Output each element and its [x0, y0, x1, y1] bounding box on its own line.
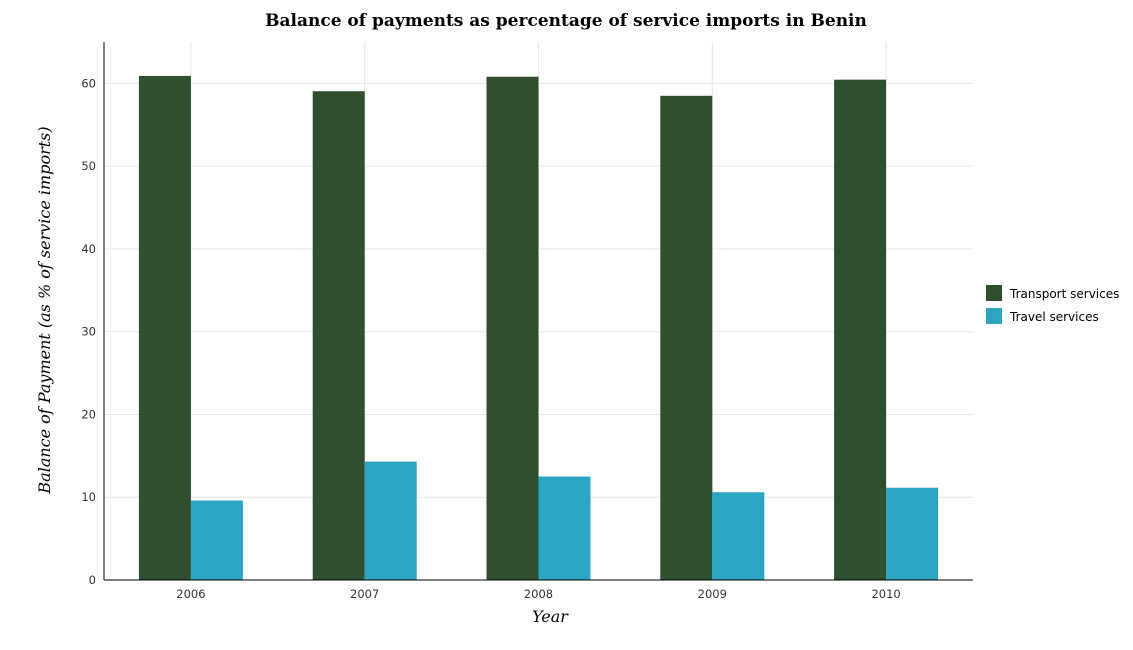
y-tick-label: 20 [81, 407, 96, 421]
x-tick-label: 2007 [350, 587, 379, 601]
y-axis-label: Balance of Payment (as % of service impo… [35, 126, 54, 494]
y-tick-label: 10 [81, 490, 96, 504]
x-axis-label: Year [532, 607, 569, 626]
bar-travel-services-2010 [886, 487, 939, 580]
y-tick-label: 30 [81, 325, 96, 339]
y-tick-label: 60 [81, 76, 96, 90]
y-tick-label: 0 [89, 573, 96, 587]
bar-travel-services-2008 [538, 476, 591, 580]
bar-transport-services-2008 [486, 76, 539, 581]
bar-travel-services-2006 [190, 500, 243, 580]
bar-transport-services-2007 [312, 91, 365, 581]
x-tick-label: 2009 [698, 587, 727, 601]
bars [138, 75, 939, 581]
bar-travel-services-2009 [712, 492, 765, 580]
axes [103, 42, 973, 581]
chart-title: Balance of payments as percentage of ser… [265, 11, 867, 31]
x-tick-label: 2006 [176, 587, 205, 601]
legend-label: Travel services [1009, 310, 1099, 324]
legend-label: Transport services [1009, 287, 1119, 301]
bar-transport-services-2010 [834, 79, 887, 580]
legend-swatch [986, 308, 1002, 324]
y-tick-label: 50 [81, 159, 96, 173]
x-tick-label: 2010 [871, 587, 900, 601]
legend-swatch [986, 285, 1002, 301]
bar-transport-services-2006 [138, 75, 191, 580]
y-tick-label: 40 [81, 242, 96, 256]
legend: Transport services Travel services [986, 285, 1119, 324]
bar-transport-services-2009 [660, 95, 713, 581]
x-tick-label: 2008 [524, 587, 553, 601]
bar-travel-services-2007 [364, 461, 417, 580]
tick-labels: 0 10 20 30 40 50 60 2006 2007 2008 2009 2010 [81, 76, 900, 601]
